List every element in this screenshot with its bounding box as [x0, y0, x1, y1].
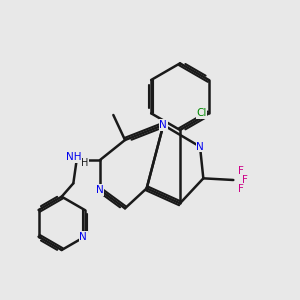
Text: N: N [196, 142, 204, 152]
Text: N: N [160, 120, 167, 130]
Text: H: H [81, 158, 89, 168]
Text: Cl: Cl [196, 108, 207, 118]
Text: F: F [238, 184, 244, 194]
Text: N: N [96, 185, 104, 195]
Text: N: N [80, 232, 87, 242]
Text: F: F [242, 175, 248, 185]
Text: NH: NH [66, 152, 81, 162]
Text: F: F [238, 166, 244, 176]
